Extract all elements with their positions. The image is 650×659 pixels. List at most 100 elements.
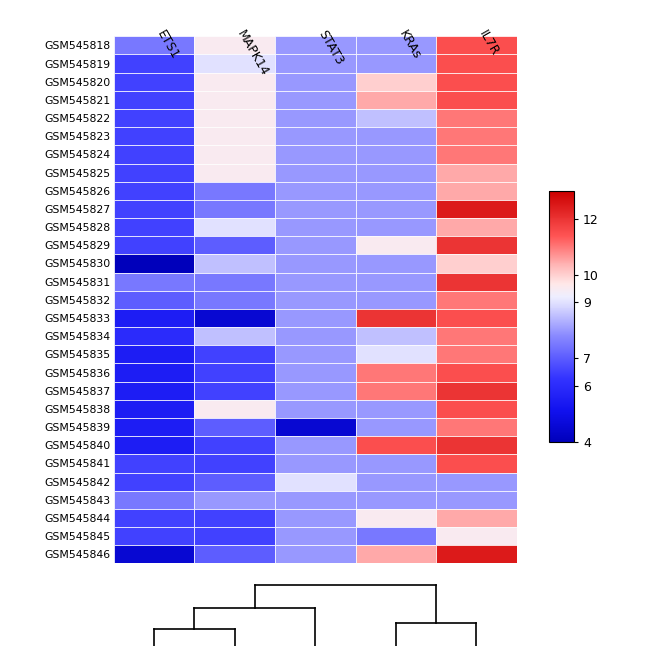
Bar	[194, 382, 275, 400]
Bar	[356, 236, 436, 254]
Bar	[436, 382, 517, 400]
Bar	[436, 218, 517, 236]
Bar	[436, 345, 517, 364]
Bar	[356, 55, 436, 72]
Bar	[194, 127, 275, 146]
Bar	[275, 200, 356, 218]
Bar	[436, 418, 517, 436]
Bar	[356, 400, 436, 418]
Bar	[275, 163, 356, 182]
Bar	[275, 491, 356, 509]
Bar	[114, 55, 194, 72]
Bar	[275, 236, 356, 254]
Bar	[436, 454, 517, 473]
Bar	[194, 163, 275, 182]
Bar	[114, 527, 194, 545]
Bar	[436, 236, 517, 254]
Bar	[194, 291, 275, 309]
Bar	[436, 91, 517, 109]
Bar	[275, 109, 356, 127]
Bar	[436, 545, 517, 563]
Bar	[275, 364, 356, 382]
Bar	[436, 127, 517, 146]
Bar	[275, 254, 356, 273]
Bar	[194, 218, 275, 236]
Bar	[194, 345, 275, 364]
Bar	[275, 509, 356, 527]
Bar	[275, 418, 356, 436]
Bar	[356, 527, 436, 545]
Bar	[356, 418, 436, 436]
Bar	[114, 545, 194, 563]
Bar	[194, 527, 275, 545]
Bar	[114, 200, 194, 218]
Bar	[436, 527, 517, 545]
Bar	[356, 109, 436, 127]
Bar	[356, 72, 436, 91]
Bar	[194, 273, 275, 291]
Bar	[114, 291, 194, 309]
Bar	[275, 436, 356, 454]
Bar	[194, 418, 275, 436]
Bar	[194, 327, 275, 345]
Bar	[114, 36, 194, 55]
Bar	[114, 127, 194, 146]
Bar	[114, 345, 194, 364]
Bar	[356, 382, 436, 400]
Bar	[275, 291, 356, 309]
Bar	[436, 400, 517, 418]
Bar	[194, 182, 275, 200]
Bar	[275, 527, 356, 545]
Bar	[356, 491, 436, 509]
Bar	[356, 364, 436, 382]
Bar	[436, 273, 517, 291]
Bar	[194, 200, 275, 218]
Bar	[194, 436, 275, 454]
Bar	[356, 163, 436, 182]
Bar	[194, 309, 275, 327]
Bar	[436, 364, 517, 382]
Bar	[436, 146, 517, 163]
Bar	[436, 72, 517, 91]
Bar	[356, 327, 436, 345]
Bar	[275, 545, 356, 563]
Bar	[275, 345, 356, 364]
Bar	[114, 364, 194, 382]
Bar	[275, 273, 356, 291]
Bar	[114, 91, 194, 109]
Bar	[356, 127, 436, 146]
Bar	[194, 109, 275, 127]
Bar	[194, 55, 275, 72]
Bar	[114, 327, 194, 345]
Bar	[436, 436, 517, 454]
Bar	[194, 545, 275, 563]
Bar	[275, 400, 356, 418]
Bar	[436, 327, 517, 345]
Bar	[114, 218, 194, 236]
Bar	[194, 146, 275, 163]
Bar	[194, 491, 275, 509]
Bar	[356, 218, 436, 236]
Bar	[436, 182, 517, 200]
Bar	[194, 72, 275, 91]
Bar	[275, 309, 356, 327]
Bar	[356, 473, 436, 491]
Bar	[356, 182, 436, 200]
Bar	[275, 36, 356, 55]
Bar	[114, 109, 194, 127]
Bar	[436, 163, 517, 182]
Bar	[114, 236, 194, 254]
Bar	[194, 364, 275, 382]
Bar	[275, 218, 356, 236]
Bar	[436, 109, 517, 127]
Bar	[356, 345, 436, 364]
Bar	[194, 454, 275, 473]
Bar	[114, 72, 194, 91]
Bar	[275, 127, 356, 146]
Bar	[194, 254, 275, 273]
Bar	[275, 382, 356, 400]
Bar	[275, 473, 356, 491]
Bar	[275, 55, 356, 72]
Bar	[436, 491, 517, 509]
Bar	[356, 91, 436, 109]
